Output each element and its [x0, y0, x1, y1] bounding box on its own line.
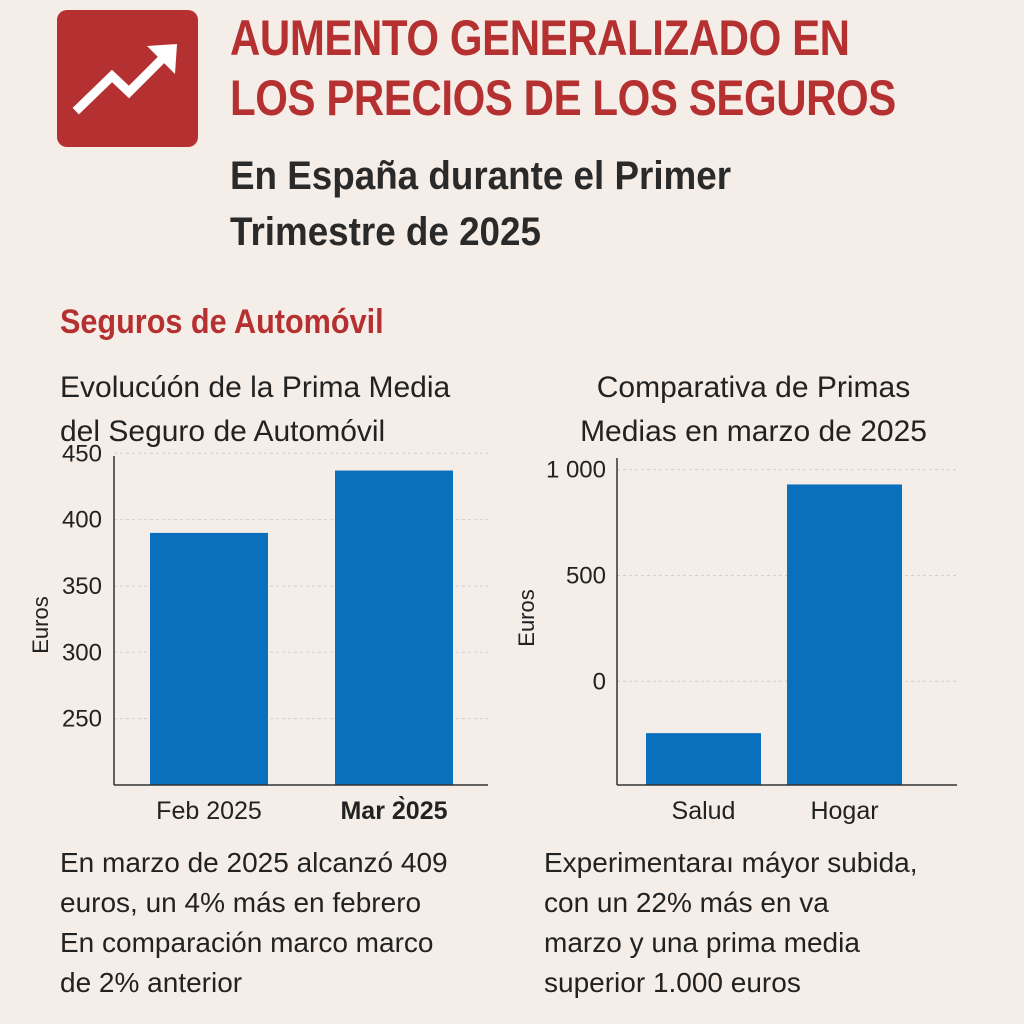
y-tick-label: 0	[593, 668, 606, 695]
title-line-1: AUMENTO GENERALIZADO EN	[230, 10, 850, 66]
y-tick-label: 350	[62, 573, 102, 600]
note-comparison-line: con un 22% más en va	[544, 887, 829, 918]
note-comparison-line: superior 1.000 euros	[544, 967, 801, 998]
note-auto-line: En comparación marco marco	[60, 927, 434, 958]
note-comparison: Experimentaraı máyor subida, con un 22% …	[544, 843, 918, 1003]
chart-title-comparison-line-2: Medias en marzo de 2025	[580, 415, 927, 448]
page-title: AUMENTO GENERALIZADO EN LOS PRECIOS DE L…	[230, 8, 896, 128]
bar-chart-auto: 250 300 350 400 450 Feb 2025 Mar 2̀025 Euros	[28, 440, 488, 825]
bar-mar-2-025	[335, 470, 453, 785]
section-title: Seguros de Automóvil	[60, 303, 384, 341]
x-category-label: Feb 2025	[156, 797, 262, 825]
bar-chart-comparison: 0 500 1 000 Salud Hogar Euros	[514, 457, 957, 825]
x-category-label: Mar 2̀025	[340, 795, 447, 825]
note-auto-line: euros, un 4% más en febrero	[60, 887, 422, 918]
subtitle-line-1: En España durante el Primer	[230, 154, 732, 198]
chart-title-comparison-line-1: Comparativa de Primas	[596, 371, 911, 404]
note-comparison-line: Experimentaraı máyor subida,	[544, 847, 918, 878]
chart-title-auto-line-1: Evolucúón de la Prima Media	[60, 371, 451, 404]
x-category-label: Hogar	[810, 797, 878, 825]
y-axis-label: Euros	[514, 589, 539, 646]
y-tick-label: 450	[62, 440, 102, 467]
chart-title-comparison: Comparativa de Primas Medias en marzo de…	[546, 366, 961, 454]
y-tick-label: 300	[62, 639, 102, 666]
chart-title-auto: Evolucúón de la Prima Media del Seguro d…	[60, 366, 450, 454]
bar-hogar	[787, 484, 902, 785]
note-auto-line: de 2% anterior	[60, 967, 243, 998]
page-subtitle: En España durante el Primer Trimestre de…	[230, 148, 874, 260]
chart-title-auto-line-2: del Seguro de Automóvil	[60, 415, 386, 448]
note-comparison-line: marzo y una prima media	[544, 927, 860, 958]
note-auto-line: En marzo de 2025 alcanzó 409	[60, 847, 448, 878]
y-axis-label: Euros	[28, 596, 53, 653]
y-tick-label: 400	[62, 507, 102, 534]
x-category-label: Salud	[672, 797, 736, 825]
bar-salud	[646, 733, 761, 785]
trending-up-icon	[57, 10, 198, 147]
y-tick-label: 1 000	[546, 457, 606, 484]
y-tick-label: 500	[566, 562, 606, 589]
subtitle-line-2: Trimestre de 2025	[230, 210, 541, 254]
title-line-2: LOS PRECIOS DE LOS SEGUROS	[230, 70, 896, 126]
note-auto: En marzo de 2025 alcanzó 409 euros, un 4…	[60, 843, 448, 1003]
y-tick-label: 250	[62, 706, 102, 733]
bar-feb-2025	[150, 532, 268, 785]
